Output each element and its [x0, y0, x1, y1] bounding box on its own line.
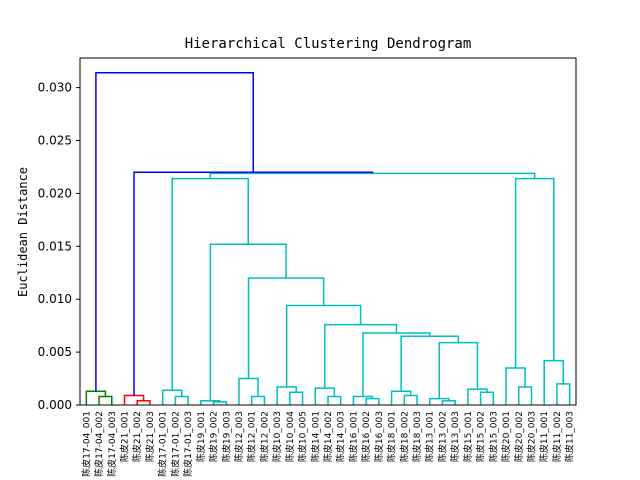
leaf-label: 陈皮19_002: [208, 411, 220, 462]
leaf-label: 陈皮14_001: [309, 411, 321, 462]
dendrogram-link: [238, 377, 259, 405]
leaf-label: 陈皮15_002: [475, 411, 487, 462]
leaf-label: 陈皮21_003: [144, 411, 156, 462]
leaf-label: 陈皮13_002: [436, 411, 448, 462]
y-tick-label: 0.000: [38, 398, 72, 412]
leaf-label: 陈皮15_001: [462, 411, 474, 462]
leaf-label: 陈皮17-04_002: [93, 411, 105, 477]
leaf-labels: 陈皮17-04_001 陈皮17-04_002 陈皮17-04_003 陈皮21_00…: [80, 411, 575, 477]
dendrogram-link: [324, 323, 398, 389]
leaf-label: 陈皮18_001: [386, 411, 398, 462]
leaf-label: 陈皮11_002: [551, 411, 563, 462]
dendrogram-link: [556, 383, 571, 405]
leaf-label: 陈皮14_003: [335, 411, 347, 462]
y-tick-label: 0.015: [38, 239, 72, 253]
chart-title: Hierarchical Clustering Dendrogram: [185, 36, 472, 52]
leaf-label: 陈皮16_003: [373, 411, 385, 462]
leaf-label: 陈皮10_005: [297, 411, 309, 462]
leaf-label: 陈皮20_003: [525, 411, 537, 462]
dendrogram-link: [247, 277, 325, 379]
leaf-label: 陈皮21_002: [131, 411, 143, 462]
leaf-label: 陈皮16_002: [360, 411, 372, 462]
leaf-label: 陈皮17-04_003: [106, 411, 118, 477]
dendrogram-link: [171, 177, 249, 391]
leaf-label: 陈皮11_003: [564, 411, 576, 462]
dendrogram-link: [390, 390, 412, 405]
dendrogram-link: [362, 332, 431, 397]
leaf-label: 陈皮18_002: [398, 411, 410, 462]
dendrogram-link: [133, 171, 374, 396]
dendrogram-link: [250, 395, 266, 405]
dendrogram-link: [174, 395, 189, 405]
dendrogram-link: [505, 367, 526, 405]
dendrogram-link: [518, 386, 533, 405]
leaf-label: 陈皮20_002: [513, 411, 525, 462]
leaf-label: 陈皮17-01_002: [169, 411, 181, 477]
dendrogram-link: [289, 391, 304, 405]
leaf-label: 陈皮15_003: [487, 411, 499, 462]
dendrogram-link: [514, 177, 555, 368]
leaf-label: 陈皮12_001: [246, 411, 258, 462]
dendrogram-link: [276, 386, 297, 405]
dendrogram-link: [85, 390, 107, 405]
y-tick-label: 0.020: [38, 186, 72, 200]
dendrogram-links: [85, 72, 571, 405]
dendrogram-link: [285, 304, 362, 388]
dendrogram-link: [200, 400, 221, 405]
leaf-label: 陈皮12_003: [233, 411, 245, 462]
leaf-label: 陈皮14_002: [322, 411, 334, 462]
dendrogram-link: [209, 172, 536, 179]
leaf-label: 陈皮11_001: [538, 411, 550, 462]
dendrogram-link: [95, 72, 254, 392]
y-axis-ticks: 0.000 0.005 0.010 0.015 0.020 0.025 0.030: [38, 81, 80, 412]
dendrogram-link: [327, 395, 342, 405]
y-tick-label: 0.005: [38, 345, 72, 359]
dendrogram-link: [400, 335, 460, 392]
dendrogram-link: [123, 394, 145, 405]
dendrogram-link: [352, 395, 374, 405]
leaf-label: 陈皮16_001: [347, 411, 359, 462]
y-tick-label: 0.025: [38, 134, 72, 148]
plot-frame: [79, 57, 577, 406]
dendrogram-link: [428, 397, 450, 405]
leaf-label: 陈皮17-01_003: [182, 411, 194, 477]
dendrogram-link: [161, 389, 183, 405]
leaf-label: 陈皮18_003: [411, 411, 423, 462]
leaf-label: 陈皮19_001: [195, 411, 207, 462]
leaf-label: 陈皮10_003: [271, 411, 283, 462]
leaf-label: 陈皮10_004: [284, 411, 296, 462]
dendrogram-link: [479, 391, 495, 405]
y-tick-label: 0.010: [38, 292, 72, 306]
dendrogram-link: [136, 400, 151, 405]
leaf-label: 陈皮13_003: [449, 411, 461, 462]
leaf-label: 陈皮13_001: [424, 411, 436, 462]
leaf-label: 陈皮12_002: [258, 411, 270, 462]
leaf-label: 陈皮17-01_001: [157, 411, 169, 477]
dendrogram-link: [403, 394, 418, 405]
y-axis-label: Euclidean Distance: [16, 167, 30, 297]
dendrogram-link: [467, 388, 488, 405]
dendrogram-link: [365, 397, 380, 405]
leaf-label: 陈皮17-04_001: [80, 411, 92, 477]
dendrogram-link: [441, 400, 456, 405]
leaf-label: 陈皮20_001: [500, 411, 512, 462]
dendrogram-link: [438, 341, 479, 399]
leaf-label: 陈皮21_001: [119, 411, 131, 462]
dendrogram-link: [543, 359, 565, 405]
y-tick-label: 0.030: [38, 81, 72, 95]
leaf-label: 陈皮19_003: [220, 411, 232, 462]
dendrogram-link: [98, 395, 113, 405]
